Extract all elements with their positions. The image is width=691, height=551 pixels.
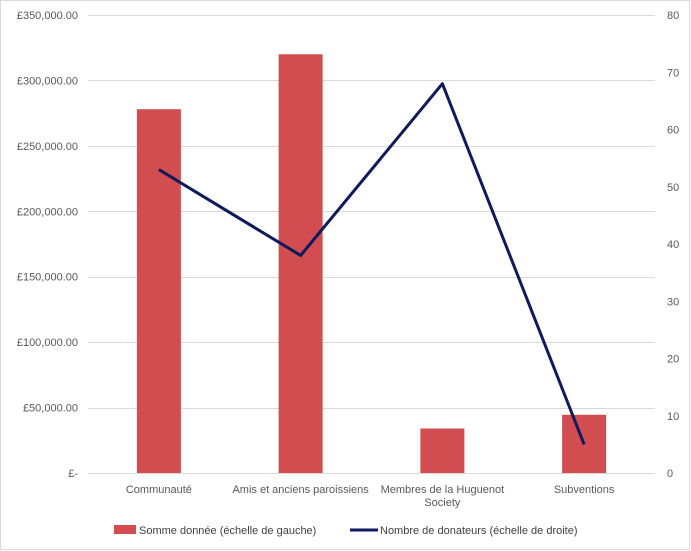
right-tick-label: 50 [667,182,679,194]
legend-label: Nombre de donateurs (échelle de droite) [380,525,578,537]
right-axis-ticks: 0 10 20 30 40 50 60 70 80 [667,10,679,480]
left-tick-label: £350,000.00 [17,10,78,22]
left-tick-label: £200,000.00 [17,206,78,218]
right-tick-label: 20 [667,354,679,366]
right-tick-label: 40 [667,239,679,251]
gridlines [88,15,655,474]
right-tick-label: 80 [667,10,679,22]
left-tick-label: £50,000.00 [23,403,78,415]
line-series [158,82,586,445]
bar [420,428,465,473]
line-path [158,82,586,445]
right-tick-label: 10 [667,411,679,423]
left-tick-label: £- [68,468,78,480]
legend-label: Somme donnée (échelle de gauche) [139,525,316,537]
left-axis-ticks: £- £50,000.00 £100,000.00 £150,000.00 £200,0… [17,10,79,480]
bar [278,54,323,473]
category-labels: Communauté Amis et anciens paroissiens Mem… [126,484,615,509]
legend: Somme donnée (échelle de gauche) Nombre d… [114,525,578,537]
left-tick-label: £100,000.00 [17,337,78,349]
right-tick-label: 70 [667,67,679,79]
bar [136,109,181,474]
category-label: Communauté [126,484,192,496]
left-tick-label: £150,000.00 [17,272,78,284]
category-label: Society [424,497,461,509]
right-tick-label: 0 [667,468,673,480]
category-label: Membres de la Huguenot [381,484,505,496]
category-label: Amis et anciens paroissiens [232,484,369,496]
legend-swatch-bar [114,525,136,534]
right-tick-label: 60 [667,125,679,137]
category-label: Subventions [554,484,615,496]
right-tick-label: 30 [667,296,679,308]
left-tick-label: £300,000.00 [17,75,78,87]
left-tick-label: £250,000.00 [17,141,78,153]
